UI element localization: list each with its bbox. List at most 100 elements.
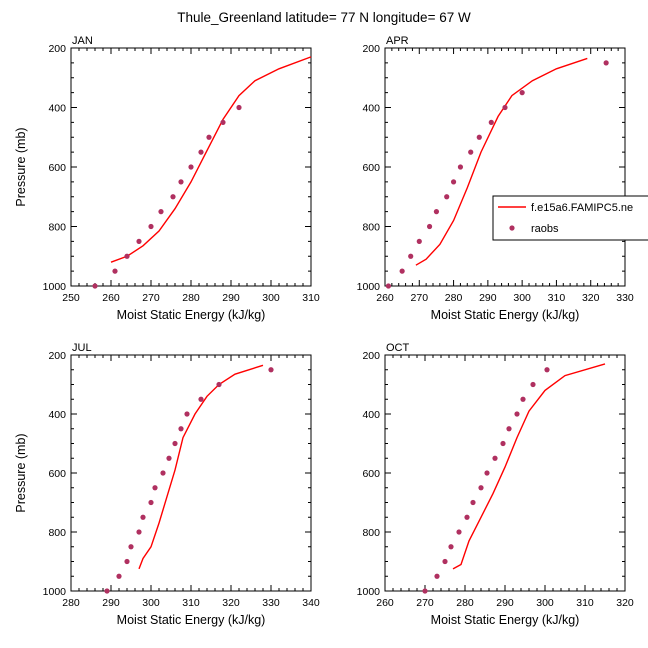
raobs-point bbox=[220, 119, 226, 125]
raobs-point bbox=[206, 134, 212, 140]
raobs-point bbox=[92, 283, 98, 289]
y-tick-label: 200 bbox=[48, 43, 66, 55]
y-axis-label: Pressure (mb) bbox=[14, 433, 28, 512]
x-tick-label: 310 bbox=[576, 597, 594, 609]
x-tick-label: 280 bbox=[445, 292, 463, 304]
raobs-point bbox=[457, 164, 464, 170]
y-tick-label: 800 bbox=[362, 527, 380, 539]
raobs-point bbox=[104, 588, 110, 594]
raobs-point bbox=[236, 104, 242, 111]
legend-obs-swatch bbox=[509, 225, 515, 231]
raobs-point bbox=[519, 90, 525, 96]
x-axis-label: Moist Static Energy (kJ/kg) bbox=[431, 308, 580, 322]
legend-model-label: f.e15a6.FAMIPC5.ne bbox=[531, 202, 633, 214]
raobs-point bbox=[268, 367, 274, 373]
x-axis-label: Moist Static Energy (kJ/kg) bbox=[117, 308, 266, 322]
raobs-point bbox=[166, 455, 172, 461]
x-tick-label: 340 bbox=[302, 597, 320, 609]
model-line bbox=[415, 57, 588, 266]
y-tick-label: 600 bbox=[48, 162, 66, 174]
raobs-point bbox=[188, 164, 194, 170]
y-tick-label: 400 bbox=[48, 409, 66, 421]
raobs-point bbox=[500, 440, 506, 447]
raobs-point bbox=[544, 367, 550, 373]
y-tick-label: 400 bbox=[362, 103, 380, 115]
panel-jan: 250 260 270 280 290 300 310 200 400 600 800 1000 JAN… bbox=[14, 35, 320, 322]
plot-frame bbox=[70, 354, 312, 592]
y-tick-label: 800 bbox=[48, 527, 66, 539]
raobs-point bbox=[434, 573, 440, 579]
raobs-point bbox=[172, 440, 178, 447]
x-tick-label: 290 bbox=[479, 292, 497, 304]
x-tick-label: 260 bbox=[102, 292, 120, 304]
plot-frame bbox=[384, 47, 626, 287]
raobs-point bbox=[433, 209, 440, 215]
y-tick-label: 200 bbox=[48, 350, 66, 362]
x-tick-label: 300 bbox=[513, 292, 531, 304]
panel-jul: 280 290 300 310 320 330 340 200 400 600 800 1000 JUL… bbox=[14, 342, 320, 627]
raobs-point bbox=[178, 426, 184, 432]
x-tick-label: 250 bbox=[62, 292, 80, 304]
x-tick-label: 300 bbox=[536, 597, 554, 609]
raobs-point bbox=[478, 485, 484, 491]
y-tick-label: 400 bbox=[362, 409, 380, 421]
x-tick-label: 280 bbox=[456, 597, 474, 609]
panel-label: JUL bbox=[72, 342, 92, 354]
y-tick-label: 800 bbox=[362, 222, 380, 234]
raobs-point bbox=[124, 253, 130, 259]
raobs-point bbox=[216, 381, 222, 388]
raobs-point bbox=[198, 396, 204, 402]
x-tick-label: 270 bbox=[142, 292, 160, 304]
figure-title: Thule_Greenland latitude= 77 N longitude… bbox=[177, 10, 471, 25]
x-tick-label: 300 bbox=[262, 292, 280, 304]
x-tick-label: 290 bbox=[496, 597, 514, 609]
raobs-point bbox=[470, 499, 476, 506]
y-tick-label: 800 bbox=[48, 222, 66, 234]
x-tick-label: 310 bbox=[302, 292, 320, 304]
raobs-point bbox=[385, 283, 392, 289]
panel-oct: 260 270 280 290 300 310 320 200 400 600 800 1000 OCT… bbox=[357, 342, 634, 627]
panel-apr: 260 270 280 290 300 310 320 330 200 400 600 800 1000… bbox=[357, 35, 634, 322]
raobs-point bbox=[136, 238, 142, 244]
raobs-point bbox=[184, 411, 190, 417]
raobs-point bbox=[160, 470, 166, 476]
raobs-point bbox=[492, 455, 498, 461]
raobs-point bbox=[476, 134, 482, 140]
model-line bbox=[138, 364, 264, 570]
raobs-point bbox=[198, 149, 204, 155]
raobs-point bbox=[530, 381, 536, 388]
raobs-point bbox=[506, 426, 512, 432]
raobs-point bbox=[448, 544, 454, 550]
raobs-point bbox=[426, 223, 433, 230]
raobs-point bbox=[128, 544, 134, 550]
y-tick-label: 600 bbox=[48, 468, 66, 480]
raobs-point bbox=[450, 179, 457, 185]
y-tick-label: 400 bbox=[48, 103, 66, 115]
panel-label: APR bbox=[386, 35, 409, 47]
raobs-point bbox=[416, 238, 422, 244]
legend: f.e15a6.FAMIPC5.ne raobs bbox=[492, 195, 648, 241]
raobs-point bbox=[456, 529, 462, 535]
x-tick-label: 320 bbox=[582, 292, 600, 304]
x-tick-label: 290 bbox=[102, 597, 120, 609]
x-tick-label: 310 bbox=[548, 292, 566, 304]
x-tick-label: 320 bbox=[616, 597, 634, 609]
y-tick-label: 600 bbox=[362, 468, 380, 480]
raobs-point bbox=[502, 104, 508, 111]
raobs-point bbox=[170, 194, 176, 200]
y-tick-label: 1000 bbox=[43, 586, 67, 598]
plot-frame bbox=[384, 354, 626, 592]
y-tick-label: 200 bbox=[362, 43, 380, 55]
y-tick-label: 200 bbox=[362, 350, 380, 362]
raobs-point bbox=[603, 60, 609, 66]
x-tick-label: 270 bbox=[416, 597, 434, 609]
y-tick-label: 1000 bbox=[357, 281, 381, 293]
raobs-point bbox=[422, 588, 428, 594]
raobs-point bbox=[124, 558, 130, 565]
raobs-point bbox=[488, 119, 494, 125]
raobs-point bbox=[520, 396, 526, 402]
raobs-point bbox=[148, 223, 154, 230]
raobs-point bbox=[468, 149, 474, 155]
raobs-point bbox=[408, 253, 414, 259]
